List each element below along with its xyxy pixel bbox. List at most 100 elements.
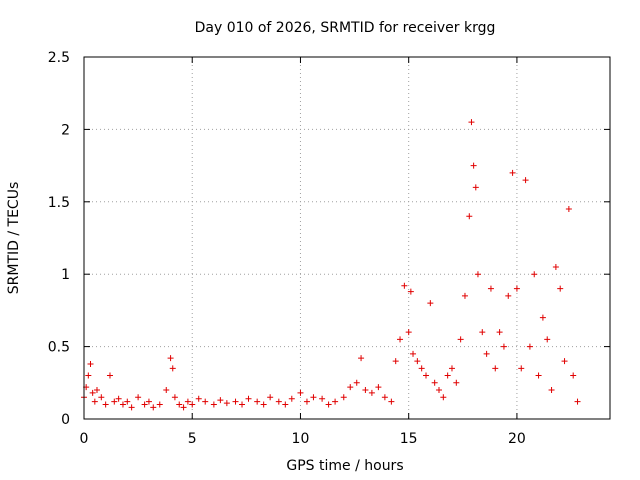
data-point (570, 372, 577, 379)
x-tick-label: 0 (80, 431, 89, 447)
data-point (509, 169, 516, 176)
data-point (303, 398, 310, 405)
grid-layer (84, 57, 610, 419)
data-point (163, 387, 170, 394)
data-point (167, 355, 174, 362)
x-axis-label: GPS time / hours (286, 458, 403, 474)
data-point (128, 404, 135, 411)
data-point (239, 401, 246, 408)
data-point (487, 285, 494, 292)
data-point (544, 336, 551, 343)
data-point (267, 394, 274, 401)
data-point (288, 395, 295, 402)
data-point (223, 400, 230, 407)
data-point (505, 292, 512, 299)
data-point (340, 394, 347, 401)
data-point (189, 401, 196, 408)
data-point (574, 398, 581, 405)
data-point (260, 401, 267, 408)
data-point (119, 401, 126, 408)
data-point (85, 372, 92, 379)
data-point (427, 300, 434, 307)
tick-layer: 0 5 10 15 20 0 0.5 1 1.5 2 2.5 (48, 50, 610, 447)
data-point (135, 394, 142, 401)
data-point (431, 379, 438, 386)
data-point (561, 358, 568, 365)
data-point (381, 394, 388, 401)
data-point (362, 387, 369, 394)
data-point (210, 401, 217, 408)
data-point (397, 336, 404, 343)
data-point (353, 379, 360, 386)
data-point (552, 263, 559, 270)
data-point (141, 401, 148, 408)
data-point (156, 401, 163, 408)
data-point (232, 398, 239, 405)
data-point (531, 271, 538, 278)
data-point (407, 288, 414, 295)
data-point (526, 343, 533, 350)
data-point (195, 395, 202, 402)
data-point (557, 285, 564, 292)
x-tick-label: 15 (400, 431, 418, 447)
data-point (297, 389, 304, 396)
data-point (500, 343, 507, 350)
y-tick-label: 2.5 (48, 50, 70, 66)
data-point (184, 398, 191, 405)
data-point (448, 365, 455, 372)
y-tick-label: 0.5 (48, 340, 70, 356)
data-point (410, 350, 417, 357)
data-point (414, 358, 421, 365)
data-point (472, 184, 479, 191)
data-point (440, 394, 447, 401)
data-point (435, 387, 442, 394)
data-point (461, 292, 468, 299)
data-point (332, 398, 339, 405)
data-point (91, 398, 98, 405)
data-point (180, 404, 187, 411)
data-point (275, 398, 282, 405)
data-point (453, 379, 460, 386)
data-point (535, 372, 542, 379)
y-tick-label: 1 (61, 267, 70, 283)
data-point (483, 350, 490, 357)
data-point (347, 384, 354, 391)
data-point (368, 389, 375, 396)
data-point (548, 387, 555, 394)
data-point (392, 358, 399, 365)
data-point (539, 314, 546, 321)
data-point (310, 394, 317, 401)
x-tick-label: 10 (292, 431, 310, 447)
data-point (111, 398, 118, 405)
data-point (375, 384, 382, 391)
y-axis-label: SRMTID / TECUs (6, 182, 22, 295)
data-point (171, 394, 178, 401)
data-point (492, 365, 499, 372)
data-point (468, 119, 475, 126)
plot-frame (83, 56, 611, 420)
data-point (93, 387, 100, 394)
data-point (518, 365, 525, 372)
data-point (325, 401, 332, 408)
data-point (245, 395, 252, 402)
data-points-layer (81, 119, 581, 411)
data-point (423, 372, 430, 379)
data-point (282, 401, 289, 408)
chart-title: Day 010 of 2026, SRMTID for receiver krg… (195, 20, 496, 36)
x-tick-label: 20 (508, 431, 526, 447)
data-point (87, 360, 94, 367)
data-point (401, 282, 408, 289)
data-point (522, 177, 529, 184)
data-point (358, 355, 365, 362)
data-point (319, 395, 326, 402)
x-tick-label: 5 (188, 431, 197, 447)
data-point (89, 389, 96, 396)
data-point (565, 206, 572, 213)
data-point (115, 395, 122, 402)
data-point (388, 398, 395, 405)
data-point (176, 401, 183, 408)
data-point (145, 398, 152, 405)
data-point (418, 365, 425, 372)
